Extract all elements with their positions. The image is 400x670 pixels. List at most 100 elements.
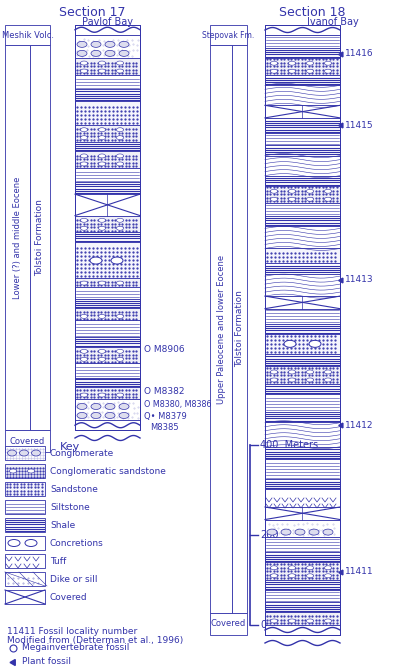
Bar (265, 580, 340, 590)
Bar (75, 142, 140, 151)
Text: Stepovak Fm.: Stepovak Fm. (202, 31, 255, 40)
Bar (265, 25, 340, 35)
Ellipse shape (324, 574, 332, 578)
Bar (5, 554, 45, 568)
Text: 11412: 11412 (345, 421, 374, 429)
Bar (5, 572, 45, 586)
Text: Tolstoi Formation: Tolstoi Formation (235, 291, 244, 367)
Ellipse shape (309, 529, 319, 535)
Ellipse shape (98, 357, 106, 361)
Bar (75, 25, 140, 430)
Ellipse shape (8, 539, 20, 547)
Ellipse shape (116, 162, 124, 166)
Bar (265, 366, 340, 384)
Text: Covered: Covered (50, 592, 88, 602)
Ellipse shape (270, 619, 278, 623)
Ellipse shape (306, 189, 314, 193)
Bar (75, 308, 140, 320)
Bar (75, 25, 140, 35)
Bar (265, 625, 340, 635)
Ellipse shape (77, 50, 87, 56)
Bar (265, 105, 340, 118)
Ellipse shape (91, 403, 101, 409)
Text: O M8382: O M8382 (144, 387, 184, 397)
Text: Dike or sill: Dike or sill (50, 574, 98, 584)
Text: Megainvertebrate fossil: Megainvertebrate fossil (22, 643, 129, 653)
Bar (5, 430, 50, 452)
Bar (75, 182, 140, 194)
Ellipse shape (90, 257, 102, 264)
Ellipse shape (295, 529, 305, 535)
Bar (75, 363, 140, 378)
Text: 11413: 11413 (345, 275, 374, 285)
Ellipse shape (324, 378, 332, 382)
Ellipse shape (98, 136, 106, 140)
Text: Section 17: Section 17 (59, 5, 125, 19)
Ellipse shape (288, 378, 296, 382)
Bar (265, 263, 340, 273)
Bar (265, 273, 340, 296)
Ellipse shape (80, 218, 88, 222)
Bar (265, 75, 340, 85)
Ellipse shape (98, 69, 106, 73)
Text: Siltstone: Siltstone (50, 502, 90, 511)
Bar (210, 45, 232, 613)
Bar (210, 613, 247, 635)
Bar (30, 45, 50, 430)
Ellipse shape (105, 50, 115, 56)
Ellipse shape (116, 61, 124, 65)
Ellipse shape (116, 218, 124, 222)
Bar (75, 387, 140, 399)
Text: Shale: Shale (50, 521, 75, 529)
Ellipse shape (91, 413, 101, 419)
Bar (75, 58, 140, 75)
Text: Pavlof Bay: Pavlof Bay (82, 17, 134, 27)
Bar (265, 309, 340, 324)
Ellipse shape (116, 314, 124, 318)
Text: Lower (?) and middle Eocene: Lower (?) and middle Eocene (13, 176, 22, 299)
Ellipse shape (116, 357, 124, 361)
Ellipse shape (288, 619, 296, 623)
Bar (265, 226, 340, 249)
Bar (75, 125, 140, 142)
Ellipse shape (80, 128, 88, 132)
Ellipse shape (288, 61, 296, 65)
Text: M8385: M8385 (150, 423, 179, 433)
Bar (75, 421, 140, 430)
Ellipse shape (281, 529, 291, 535)
Ellipse shape (98, 281, 106, 285)
Bar (5, 25, 50, 45)
Ellipse shape (324, 69, 332, 73)
Bar (265, 85, 340, 105)
Ellipse shape (288, 189, 296, 193)
Bar (265, 421, 340, 447)
Ellipse shape (77, 42, 87, 48)
Ellipse shape (267, 529, 277, 535)
Ellipse shape (80, 162, 88, 166)
Ellipse shape (80, 61, 88, 65)
Ellipse shape (270, 370, 278, 374)
Ellipse shape (98, 393, 106, 397)
Ellipse shape (288, 565, 296, 570)
Bar (232, 45, 247, 613)
Bar (265, 324, 340, 334)
Bar (265, 354, 340, 366)
Text: 11411: 11411 (345, 567, 374, 576)
Text: Ivanof Bay: Ivanof Bay (307, 17, 359, 27)
Bar (265, 334, 340, 354)
Ellipse shape (98, 128, 106, 132)
Bar (75, 168, 140, 182)
Text: Section 18: Section 18 (279, 5, 345, 19)
Text: Plant fossil: Plant fossil (22, 657, 71, 667)
Bar (265, 58, 340, 75)
Ellipse shape (116, 349, 124, 353)
Bar (75, 89, 140, 101)
Bar (265, 118, 340, 133)
Ellipse shape (270, 69, 278, 73)
Ellipse shape (119, 413, 129, 419)
Text: Sandstone: Sandstone (50, 484, 98, 494)
Ellipse shape (77, 403, 87, 409)
Ellipse shape (270, 378, 278, 382)
Text: 11415: 11415 (345, 121, 374, 129)
Text: Concretions: Concretions (50, 539, 104, 547)
